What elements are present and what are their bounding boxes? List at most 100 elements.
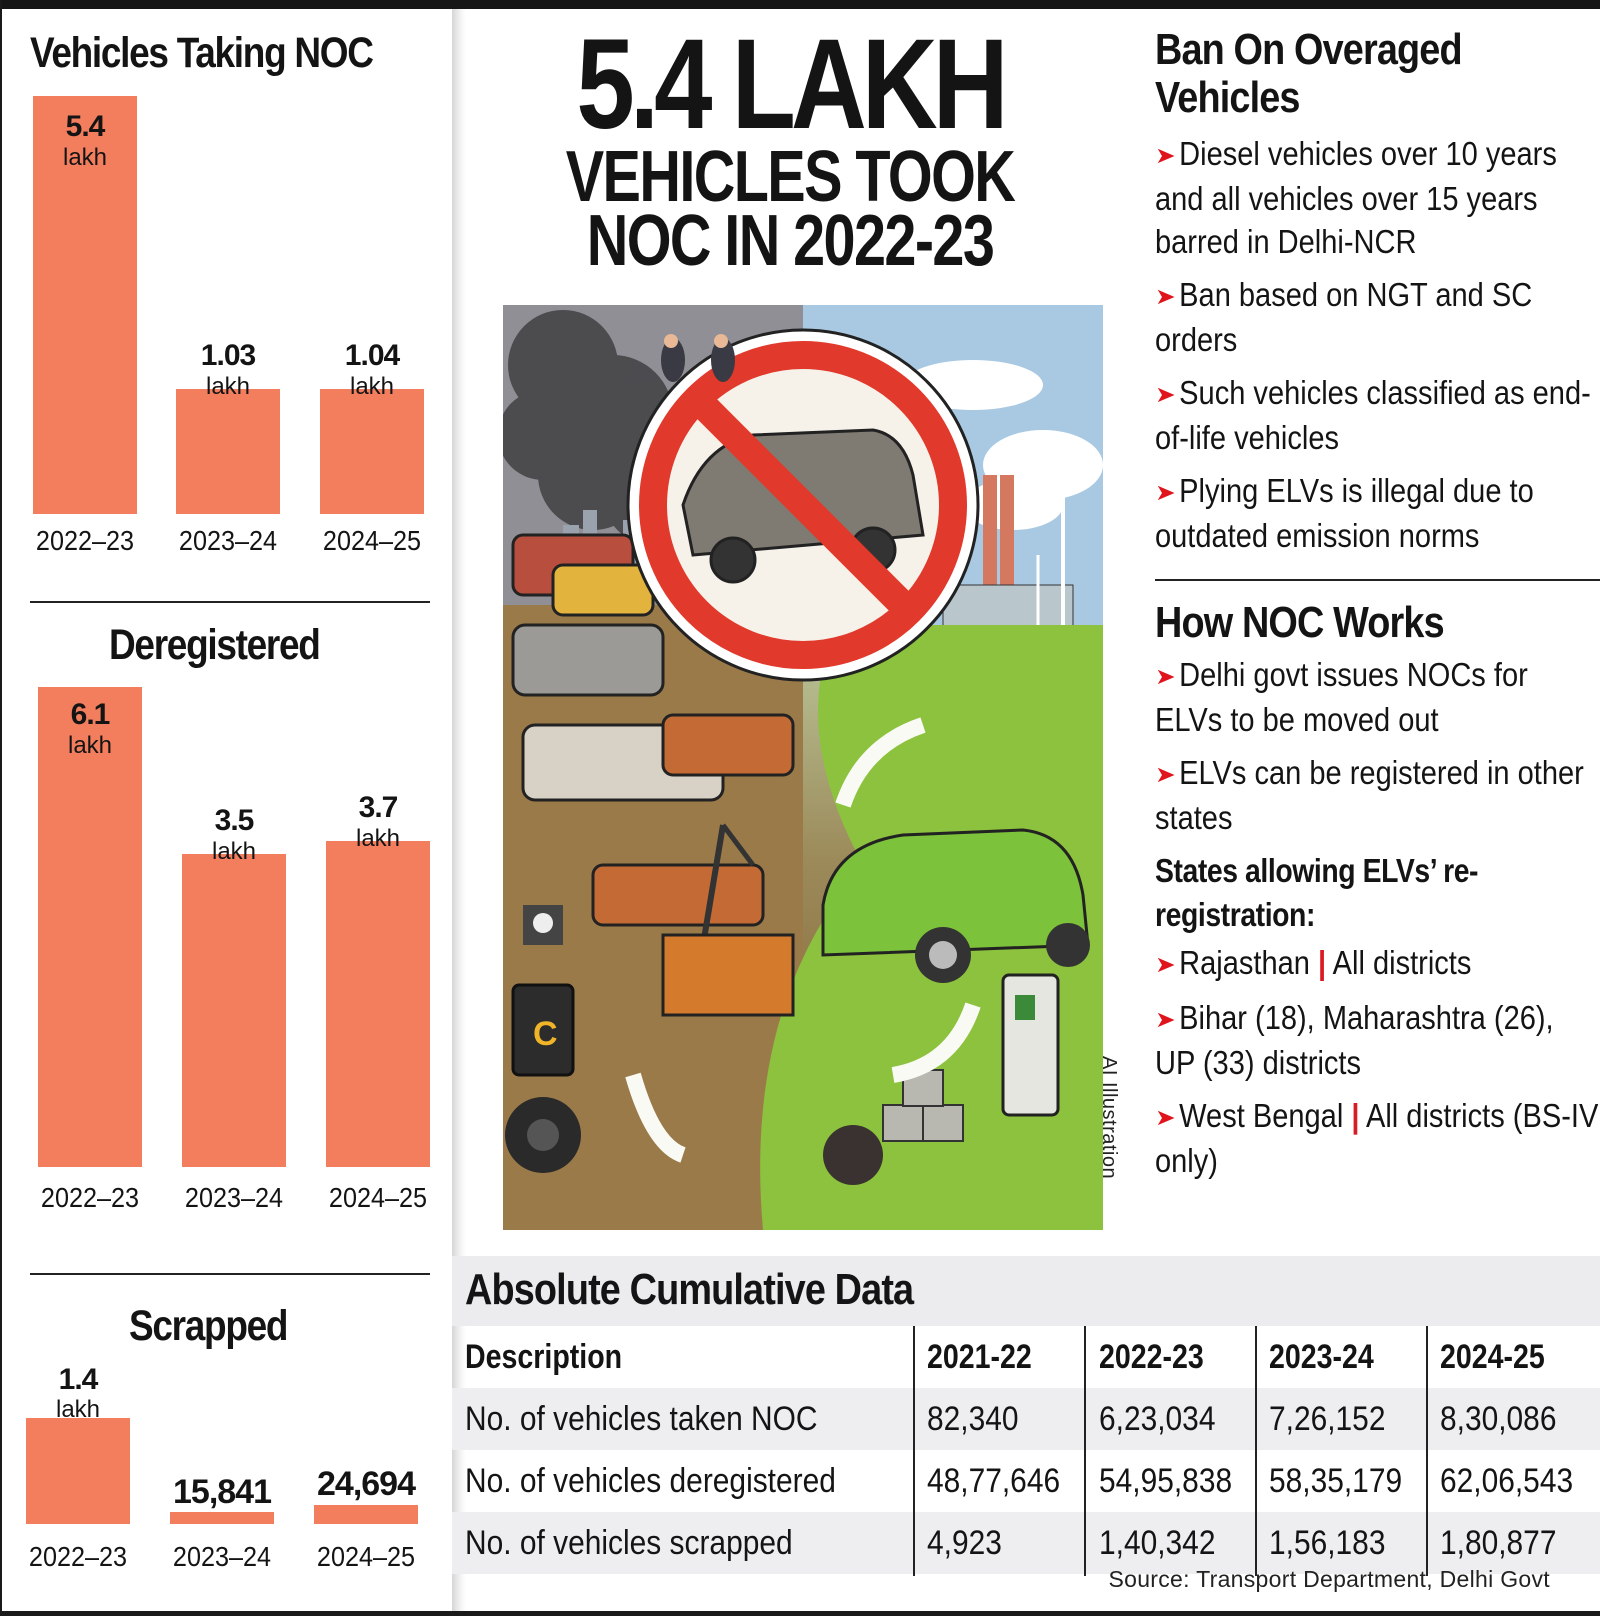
headline-number: 5.4 LAKH [576, 13, 1008, 156]
bullet-text: Such vehicles classified as end-of-life … [1155, 374, 1591, 456]
bullet-text: Plying ELVs is illegal due to outdated e… [1155, 472, 1534, 554]
column-divider [913, 1326, 915, 1576]
illustration-art: C [503, 305, 1103, 1230]
bar-unit: lakh [211, 838, 257, 865]
row-label: No. of vehicles taken NOC [465, 1400, 818, 1438]
chart-scrapped: Scrapped 1.4 lakh 15,841 24,694 2022–23 … [2, 1279, 452, 1616]
category-label: 2024–25 [328, 1182, 428, 1213]
left-charts-column: Vehicles Taking NOC 5.4 lakh 1.03 lakh 1… [2, 9, 452, 1611]
arrow-bullet-icon: ➤ [1155, 664, 1176, 689]
bar-2023-24 [170, 1512, 274, 1524]
state-bullet: ➤ Rajasthan | All districts [1155, 941, 1599, 986]
arrow-bullet-icon: ➤ [1155, 143, 1176, 168]
bottom-frame-bar [0, 1611, 1600, 1616]
bar-value: 3.7 [358, 791, 399, 824]
cell: 58,35,179 [1269, 1462, 1403, 1500]
category-label: 2023–24 [178, 525, 278, 556]
top-frame-bar [0, 0, 1600, 9]
header-cell: 2024-25 [1440, 1338, 1545, 1376]
illustration-credit: AI Illustration [1098, 1056, 1120, 1180]
table-row: No. of vehicles taken NOC 82,340 6,23,03… [452, 1388, 1600, 1450]
separator: | [1351, 1097, 1360, 1134]
bar-2024-25 [314, 1505, 418, 1524]
header-cell: 2021-22 [927, 1338, 1032, 1376]
header-cell: 2022-23 [1099, 1338, 1204, 1376]
headline-line-2: VEHICLES TOOK [565, 137, 1016, 217]
column-shadow [452, 9, 466, 1611]
ban-section-title-2: Vehicles [1155, 73, 1300, 122]
table-title-row: Absolute Cumulative Data [452, 1256, 1600, 1326]
ban-bullet: ➤ Such vehicles classified as end-of-life… [1155, 371, 1599, 459]
cell: 1,80,877 [1440, 1524, 1557, 1562]
state-bullet: ➤ Bihar (18), Maharashtra (26), UP (33) d… [1155, 996, 1599, 1084]
state-bullet: ➤ West Bengal | All districts (BS-IV only… [1155, 1094, 1599, 1182]
info-column: Ban On Overaged Vehicles ➤ Diesel vehicle… [1155, 26, 1600, 1182]
table-row: No. of vehicles deregistered 48,77,646 5… [452, 1450, 1600, 1512]
how-bullet: ➤ Delhi govt issues NOCs for ELVs to be m… [1155, 653, 1599, 741]
arrow-bullet-icon: ➤ [1155, 382, 1176, 407]
chart-vehicles-taking-noc: Vehicles Taking NOC 5.4 lakh 1.03 lakh 1… [2, 9, 452, 589]
ban-bullet: ➤ Ban based on NGT and SC orders [1155, 273, 1599, 361]
bar-2024-25 [326, 841, 430, 1167]
cell: 62,06,543 [1440, 1462, 1574, 1500]
bar-value: 1.04 [344, 339, 400, 372]
column-divider [1426, 1326, 1428, 1576]
category-label: 2023–24 [172, 1541, 272, 1572]
ban-bullet: ➤ Plying ELVs is illegal due to outdated … [1155, 469, 1599, 557]
table-row: No. of vehicles scrapped 4,923 1,40,342 … [452, 1512, 1600, 1574]
chart-title: Scrapped [129, 1302, 289, 1350]
headline: 5.4 LAKH VEHICLES TOOK NOC IN 2022-23 [500, 13, 1080, 281]
arrow-bullet-icon: ➤ [1155, 952, 1176, 977]
cell: 1,40,342 [1099, 1524, 1216, 1562]
bar-2022-23 [26, 1418, 130, 1524]
bar-value: 1.03 [200, 339, 256, 372]
bar-unit: lakh [349, 373, 395, 400]
chart-title: Vehicles Taking NOC [30, 29, 374, 77]
bullet-text: Ban based on NGT and SC orders [1155, 276, 1533, 358]
bar-unit: lakh [355, 825, 401, 852]
bar-value: 24,694 [317, 1465, 416, 1503]
section-divider [1155, 579, 1600, 581]
bar-value: 3.5 [214, 804, 255, 837]
state-detail: All districts (BS-IV only) [1155, 1097, 1599, 1179]
state-name: Bihar (18), Maharashtra (26), UP (33) di… [1155, 999, 1554, 1081]
bar-unit: lakh [205, 373, 251, 400]
chart-deregistered: Deregistered 6.1 lakh 3.5 lakh 3.7 lakh … [2, 609, 452, 1239]
arrow-bullet-icon: ➤ [1155, 284, 1176, 309]
source-credit: Source: Transport Department, Delhi Govt [1108, 1566, 1550, 1592]
cumulative-data-table: Absolute Cumulative Data Description 202… [452, 1256, 1600, 1576]
bar-value: 15,841 [173, 1473, 272, 1511]
bar-2022-23 [38, 687, 142, 1167]
left-frame-border [0, 0, 2, 1616]
category-label: 2022–23 [35, 525, 135, 556]
how-bullet: ➤ ELVs can be registered in other states [1155, 751, 1599, 839]
header-cell: Description [465, 1338, 623, 1376]
bar-unit: lakh [62, 144, 108, 171]
bar-value: 1.4 [58, 1363, 99, 1396]
bar-2023-24 [182, 854, 286, 1167]
category-label: 2024–25 [322, 525, 422, 556]
how-noc-works-title: How NOC Works [1155, 598, 1445, 647]
cell: 4,923 [927, 1524, 1002, 1562]
svg-text:C: C [533, 1015, 558, 1053]
cell: 8,30,086 [1440, 1400, 1557, 1438]
category-label: 2022–23 [28, 1541, 128, 1572]
bullet-text: Diesel vehicles over 10 years and all ve… [1155, 135, 1557, 260]
bar-2024-25 [320, 389, 424, 514]
bar-unit: lakh [67, 732, 113, 759]
state-name: Rajasthan [1179, 944, 1310, 981]
header-cell: 2023-24 [1269, 1338, 1374, 1376]
bar-unit: lakh [55, 1396, 101, 1423]
cell: 7,26,152 [1269, 1400, 1386, 1438]
arrow-bullet-icon: ➤ [1155, 480, 1176, 505]
ban-section-title: Ban On Overaged [1155, 25, 1463, 74]
state-detail: All districts [1332, 944, 1472, 981]
headline-line-3: NOC IN 2022-23 [586, 201, 995, 281]
arrow-bullet-icon: ➤ [1155, 1105, 1176, 1130]
section-divider [30, 601, 430, 603]
bullet-text: Delhi govt issues NOCs for ELVs to be mo… [1155, 656, 1528, 738]
arrow-bullet-icon: ➤ [1155, 762, 1176, 787]
table-header-row: Description 2021-22 2022-23 2023-24 2024… [452, 1326, 1600, 1388]
bullet-text: ELVs can be registered in other states [1155, 754, 1584, 836]
chart-title: Deregistered [109, 621, 321, 669]
